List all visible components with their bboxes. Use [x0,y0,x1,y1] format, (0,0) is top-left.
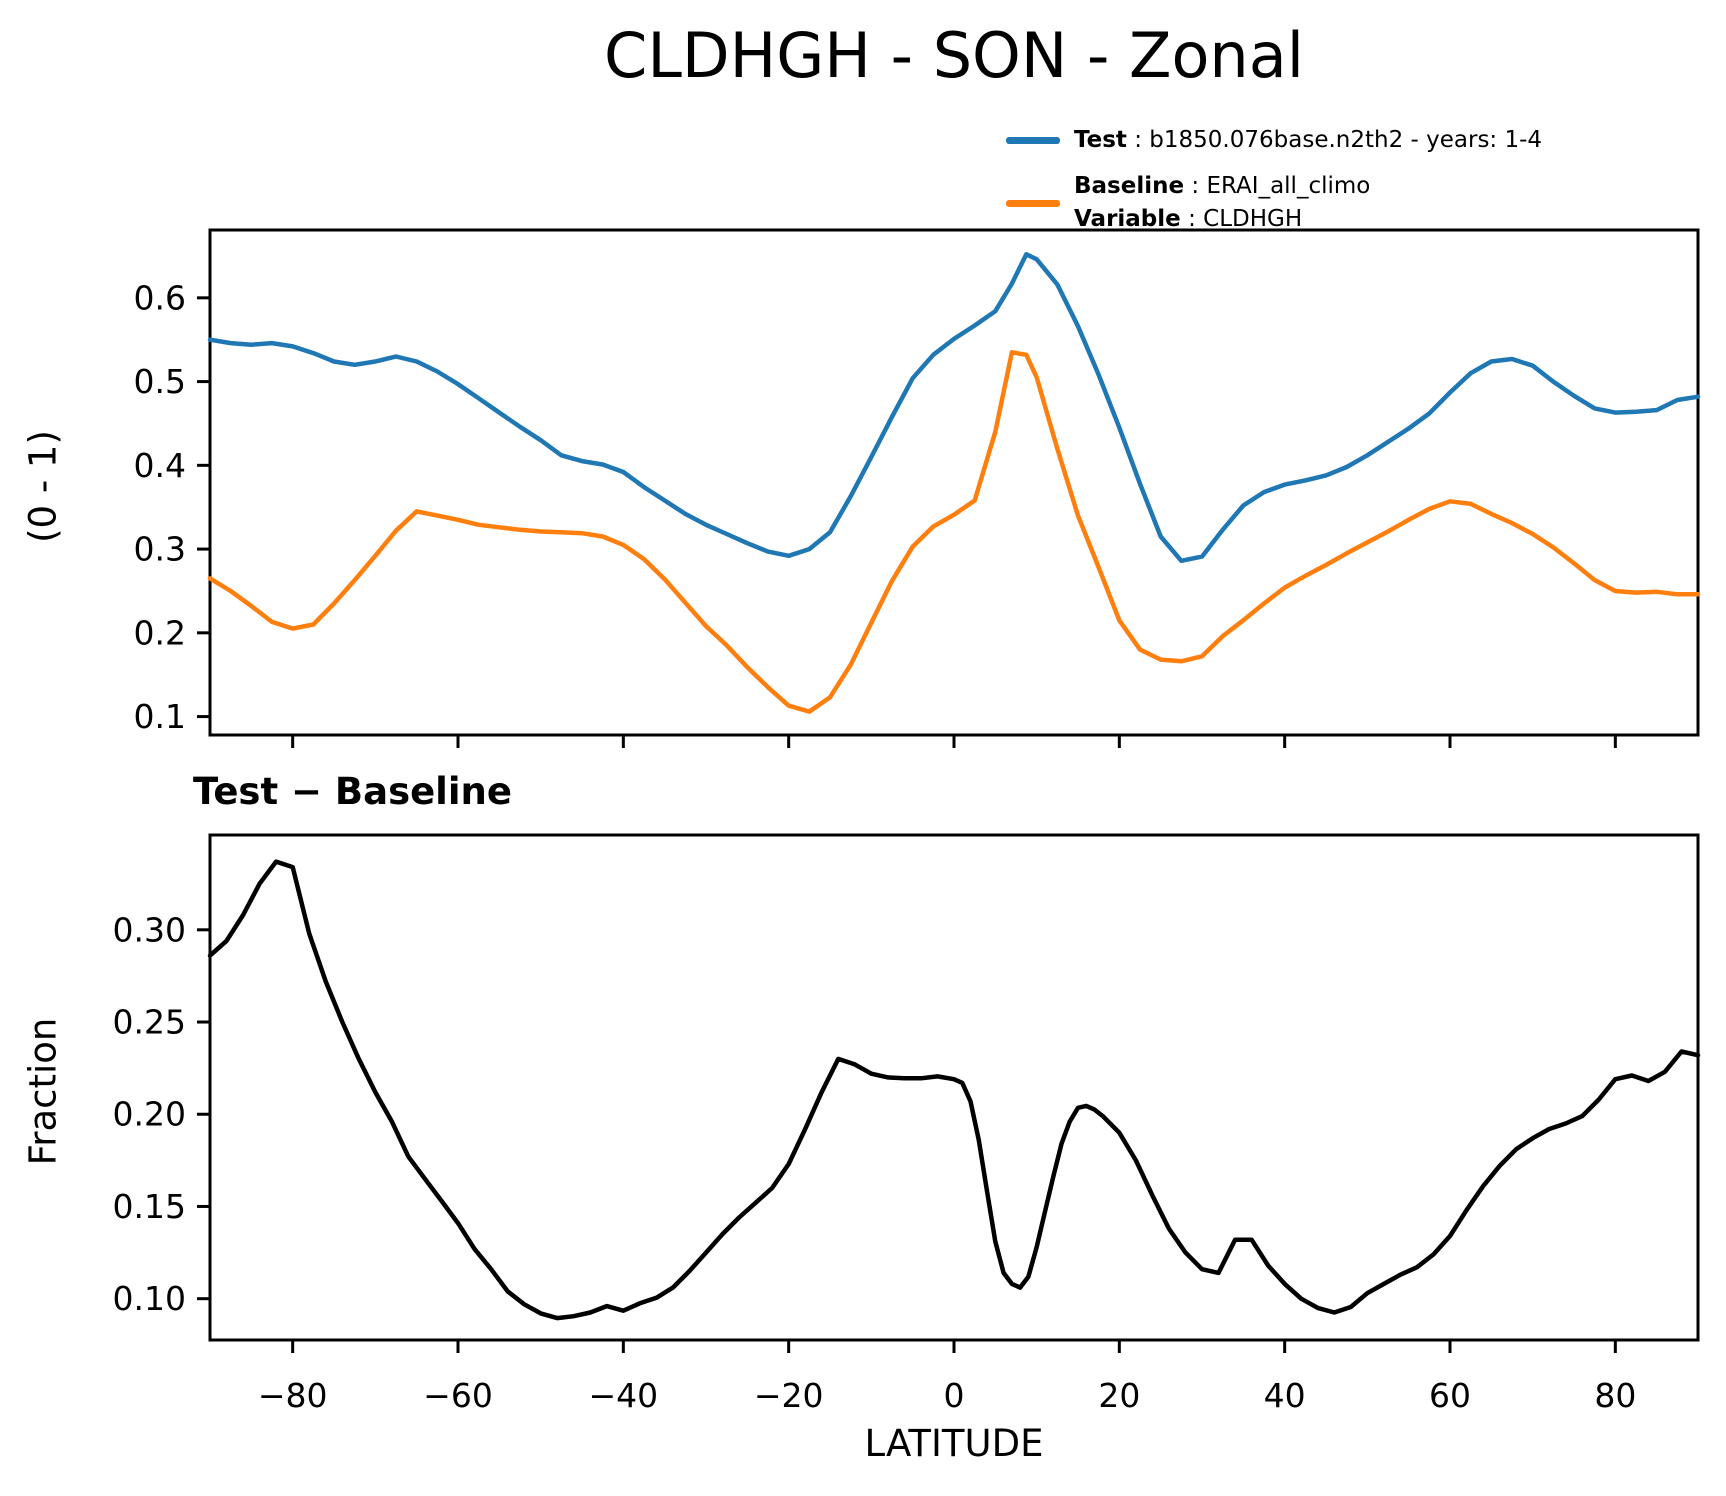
x-axis-label: LATITUDE [864,1422,1044,1465]
page-title: CLDHGH - SON - Zonal [604,19,1304,92]
legend-value-baseline: ERAI_all_climo [1206,173,1371,199]
y-axis-tick-label: 0.6 [134,278,186,317]
legend-entry-baseline: Baseline : ERAI_all_climo Variable : CLD… [1006,170,1370,236]
x-axis-tick-label: 80 [1594,1376,1636,1415]
x-axis-tick-label: −40 [589,1376,659,1415]
legend-key-test: Test [1074,127,1127,153]
x-axis-tick-label: 40 [1264,1376,1306,1415]
y-axis-tick-label: 0.10 [113,1279,186,1318]
line-test [207,252,1701,564]
y-axis-tick-label: 0.25 [113,1003,186,1042]
line-baseline [207,350,1701,714]
legend-entry-test: Test : b1850.076base.n2th2 - years: 1-4 [1006,124,1542,157]
x-axis-tick-label: 0 [944,1376,965,1415]
plot-spines [208,228,1700,737]
x-axis-tick-label: 20 [1098,1376,1140,1415]
y-axis-tick-label: 0.2 [134,613,186,652]
x-axis-tick-label: 60 [1429,1376,1471,1415]
legend-value-test: b1850.076base.n2th2 - years: 1-4 [1149,127,1543,153]
legend-key-variable: Variable [1074,206,1181,232]
legend-sep: : [1180,206,1204,232]
legend-sep: : [1184,173,1207,199]
y-axis-tick-label: 0.30 [113,910,186,949]
line-test-baseline [207,859,1701,1321]
legend-swatch-test-line [1006,137,1060,144]
x-axis-tick-label: −60 [423,1376,493,1415]
y-axis-tick-label: 0.5 [134,362,186,401]
legend-label-test: Test : b1850.076base.n2th2 - years: 1-4 [1074,124,1542,157]
plot-spines [208,833,1700,1342]
y-axis-label-bottom: Fraction [21,1017,65,1166]
y-axis-label-top: (0 - 1) [21,430,65,543]
top-chart: 0.1 0.2 0.3 0.4 0.5 0.6 [134,228,1701,748]
y-axis-tick-label: 0.20 [113,1095,186,1134]
x-axis-tick-label: −80 [258,1376,328,1415]
legend-swatch-baseline-line [1006,199,1060,207]
legend-key-baseline: Baseline [1074,173,1185,199]
diff-panel-heading: Test − Baseline [193,770,512,813]
y-axis-tick-label: 0.1 [134,697,186,736]
legend-label-baseline: Baseline : ERAI_all_climo Variable : CLD… [1074,170,1370,236]
bottom-chart: −80 −60 −40 −20 0 20 40 60 80 0.10 0.15 0.20 0.25 0.3… [113,833,1701,1415]
legend-value-variable: CLDHGH [1203,206,1303,232]
y-axis-tick-label: 0.15 [113,1187,186,1226]
y-axis-tick-label: 0.3 [134,530,186,569]
y-axis-tick-label: 0.4 [134,446,186,485]
legend-sep: : [1126,127,1150,153]
x-axis-tick-label: −20 [754,1376,824,1415]
